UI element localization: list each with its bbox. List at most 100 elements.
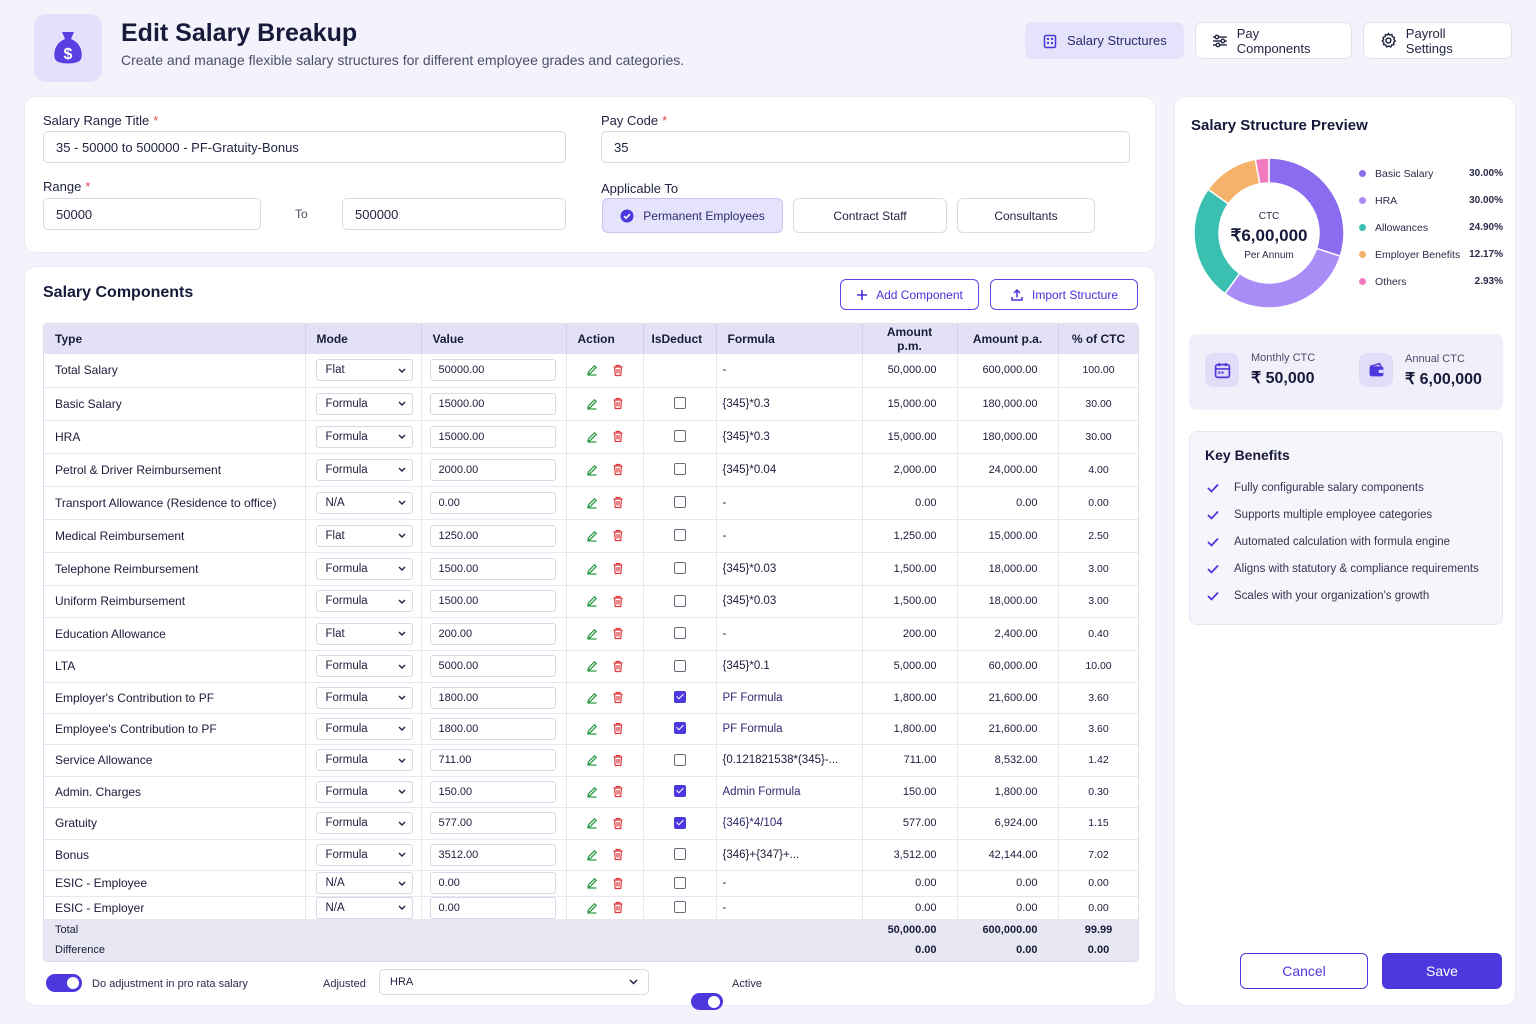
delete-icon[interactable] (612, 595, 624, 608)
pay-code-input[interactable]: 35 (601, 131, 1130, 163)
value-input[interactable]: 1800.00 (429, 717, 556, 740)
edit-icon[interactable] (586, 902, 598, 914)
delete-icon[interactable] (612, 496, 624, 509)
delete-icon[interactable] (612, 754, 624, 767)
edit-icon[interactable] (586, 563, 598, 575)
delete-icon[interactable] (612, 901, 624, 914)
mode-select[interactable]: Formula (315, 590, 413, 612)
range-from-input[interactable]: 50000 (43, 198, 261, 230)
isdeduct-checkbox[interactable] (673, 594, 686, 607)
delete-icon[interactable] (612, 562, 624, 575)
isdeduct-checkbox[interactable] (673, 430, 686, 443)
isdeduct-checkbox[interactable] (673, 785, 686, 798)
edit-icon[interactable] (586, 628, 598, 640)
edit-icon[interactable] (586, 754, 598, 766)
add-component-button[interactable]: Add Component (840, 279, 979, 310)
mode-select[interactable]: Formula (315, 458, 413, 481)
cancel-button[interactable]: Cancel (1240, 953, 1368, 989)
save-button[interactable]: Save (1382, 953, 1502, 989)
value-input[interactable]: 50000.00 (429, 359, 556, 382)
edit-icon[interactable] (586, 530, 598, 542)
delete-icon[interactable] (612, 364, 624, 377)
isdeduct-checkbox[interactable] (673, 753, 686, 766)
mode-select[interactable]: Flat (315, 359, 413, 382)
mode-select[interactable]: Formula (315, 425, 413, 448)
edit-icon[interactable] (586, 723, 598, 735)
import-structure-button[interactable]: Import Structure (990, 279, 1138, 310)
mode-select[interactable]: Formula (315, 557, 413, 580)
mode-select[interactable]: N/A (315, 872, 413, 894)
value-input[interactable]: 577.00 (429, 812, 556, 834)
delete-icon[interactable] (612, 848, 624, 861)
delete-icon[interactable] (612, 397, 624, 410)
isdeduct-checkbox[interactable] (673, 496, 686, 509)
value-input[interactable]: 5000.00 (429, 655, 556, 677)
edit-icon[interactable] (586, 595, 598, 607)
edit-icon[interactable] (586, 849, 598, 861)
edit-icon[interactable] (586, 786, 598, 798)
mode-select[interactable]: Formula (315, 717, 413, 740)
delete-icon[interactable] (612, 529, 624, 542)
value-input[interactable]: 1250.00 (429, 524, 556, 547)
isdeduct-checkbox[interactable] (673, 562, 686, 575)
mode-select[interactable]: Formula (315, 686, 413, 709)
isdeduct-checkbox[interactable] (673, 816, 686, 829)
mode-select[interactable]: Formula (315, 749, 413, 771)
mode-select[interactable]: N/A (315, 896, 413, 918)
adjusted-select[interactable]: HRA (379, 969, 649, 995)
value-input[interactable]: 2000.00 (429, 458, 556, 481)
value-input[interactable]: 1500.00 (429, 557, 556, 580)
delete-icon[interactable] (612, 785, 624, 798)
mode-select[interactable]: Formula (315, 812, 413, 834)
range-to-input[interactable]: 500000 (342, 198, 566, 230)
mode-select[interactable]: N/A (315, 491, 413, 514)
delete-icon[interactable] (612, 627, 624, 640)
edit-icon[interactable] (586, 464, 598, 476)
isdeduct-checkbox[interactable] (673, 691, 686, 704)
delete-icon[interactable] (612, 722, 624, 735)
option-contract-staff[interactable]: Contract Staff (793, 198, 947, 233)
nav-payroll-settings-button[interactable]: Payroll Settings (1363, 22, 1512, 59)
salary-range-title-input[interactable]: 35 - 50000 to 500000 - PF-Gratuity-Bonus (43, 131, 566, 163)
mode-select[interactable]: Formula (315, 780, 413, 803)
prorata-toggle[interactable] (46, 974, 82, 992)
nav-pay-components-button[interactable]: Pay Components (1195, 22, 1352, 59)
isdeduct-checkbox[interactable] (673, 722, 686, 735)
edit-icon[interactable] (586, 877, 598, 889)
edit-icon[interactable] (586, 398, 598, 410)
delete-icon[interactable] (612, 463, 624, 476)
option-consultants[interactable]: Consultants (957, 198, 1095, 233)
nav-salary-structures-button[interactable]: Salary Structures (1025, 22, 1184, 59)
isdeduct-checkbox[interactable] (673, 529, 686, 542)
delete-icon[interactable] (612, 430, 624, 443)
mode-select[interactable]: Formula (315, 843, 413, 866)
value-input[interactable]: 200.00 (429, 622, 556, 645)
isdeduct-checkbox[interactable] (673, 848, 686, 861)
value-input[interactable]: 711.00 (429, 749, 556, 771)
option-permanent-employees[interactable]: Permanent Employees (602, 198, 783, 233)
value-input[interactable]: 0.00 (429, 896, 556, 918)
active-toggle[interactable] (691, 993, 723, 1010)
isdeduct-checkbox[interactable] (673, 876, 686, 889)
delete-icon[interactable] (612, 660, 624, 673)
value-input[interactable]: 1800.00 (429, 686, 556, 709)
value-input[interactable]: 150.00 (429, 780, 556, 803)
isdeduct-checkbox[interactable] (673, 463, 686, 476)
edit-icon[interactable] (586, 364, 598, 376)
edit-icon[interactable] (586, 431, 598, 443)
value-input[interactable]: 1500.00 (429, 590, 556, 612)
value-input[interactable]: 15000.00 (429, 392, 556, 415)
delete-icon[interactable] (612, 691, 624, 704)
mode-select[interactable]: Formula (315, 392, 413, 415)
mode-select[interactable]: Flat (315, 622, 413, 645)
value-input[interactable]: 15000.00 (429, 425, 556, 448)
edit-icon[interactable] (586, 817, 598, 829)
mode-select[interactable]: Formula (315, 655, 413, 677)
isdeduct-checkbox[interactable] (673, 659, 686, 672)
value-input[interactable]: 0.00 (429, 491, 556, 514)
delete-icon[interactable] (612, 817, 624, 830)
isdeduct-checkbox[interactable] (673, 397, 686, 410)
edit-icon[interactable] (586, 497, 598, 509)
edit-icon[interactable] (586, 692, 598, 704)
isdeduct-checkbox[interactable] (673, 627, 686, 640)
